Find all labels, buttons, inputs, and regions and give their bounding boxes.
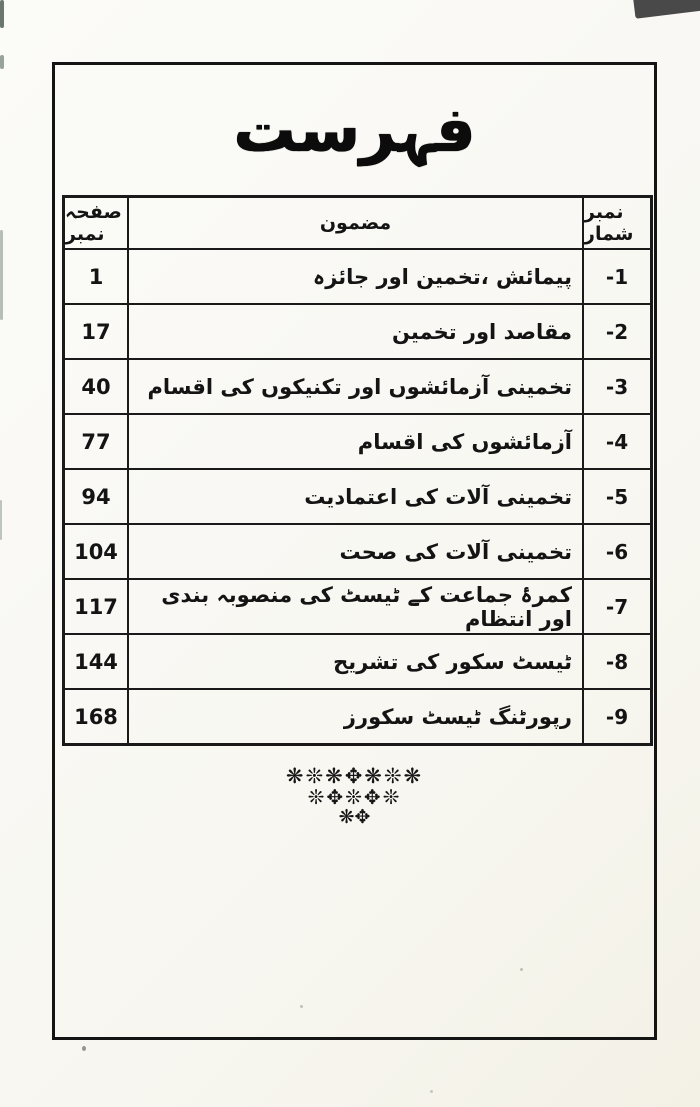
page-title: فہرست [233, 93, 476, 166]
floral-ornament: ❋❊❋✥❋❊❋ ❊✥❊✥❊ ❋✥ [55, 765, 654, 828]
subject-cell: تخمینی آزمائشوں اور تکنیکوں کی اقسام [129, 360, 584, 413]
subject-cell: مقاصد اور تخمین [129, 305, 584, 358]
page-number-cell: 1 [65, 250, 129, 303]
subject-cell: تخمینی آلات کی صحت [129, 525, 584, 578]
page-number-cell: 104 [65, 525, 129, 578]
subject-cell: پیمائش ،تخمین اور جائزہ [129, 250, 584, 303]
table-row: 40 تخمینی آزمائشوں اور تکنیکوں کی اقسام … [65, 358, 650, 413]
scan-speck [520, 968, 523, 971]
scan-spine-mark [0, 500, 2, 540]
serial-cell: -6 [605, 539, 629, 564]
serial-cell: -7 [605, 594, 629, 619]
serial-cell: -5 [605, 484, 629, 509]
serial-cell: -8 [605, 649, 629, 674]
scan-speck [300, 1005, 303, 1008]
table-row: 144 ٹیسٹ سکور کی تشریح -8 [65, 633, 650, 688]
serial-cell: -4 [605, 429, 629, 454]
header-subject: مضمون [129, 198, 584, 248]
header-page-number: صفحہ نمبر [65, 198, 129, 248]
scan-corner-smudge [632, 0, 700, 19]
page-number-cell: 94 [65, 470, 129, 523]
ornament-row: ❋✥ [338, 806, 371, 829]
subject-cell: آزمائشوں کی اقسام [129, 415, 584, 468]
table-row: 1 پیمائش ،تخمین اور جائزہ -1 [65, 248, 650, 303]
serial-cell: -1 [605, 264, 629, 289]
table-row: 77 آزمائشوں کی اقسام -4 [65, 413, 650, 468]
subject-cell: رپورٹنگ ٹیسٹ سکورز [129, 690, 584, 743]
serial-cell: -3 [605, 374, 629, 399]
serial-cell: -2 [605, 319, 629, 344]
table-row: 94 تخمینی آلات کی اعتمادیت -5 [65, 468, 650, 523]
page-number-cell: 117 [65, 580, 129, 633]
scan-spine-mark [0, 0, 4, 28]
header-serial: نمبر شمار [584, 201, 634, 245]
serial-cell: -9 [605, 704, 629, 729]
page-number-cell: 17 [65, 305, 129, 358]
page-number-cell: 144 [65, 635, 129, 688]
ornament-row: ❋❊❋✥❋❊❋ [285, 764, 424, 788]
table-row: 168 رپورٹنگ ٹیسٹ سکورز -9 [65, 688, 650, 743]
page-number-cell: 40 [65, 360, 129, 413]
scan-spine-mark [0, 230, 3, 320]
ornament-row: ❊✥❊✥❊ [307, 785, 402, 810]
scan-speck [430, 1090, 433, 1093]
table-of-contents: صفحہ نمبر مضمون نمبر شمار 1 پیمائش ،تخمی… [62, 195, 653, 746]
table-row: 117 کمرۂ جماعت کے ٹیسٹ کی منصوبہ بندی او… [65, 578, 650, 633]
subject-cell: تخمینی آلات کی اعتمادیت [129, 470, 584, 523]
page-number-cell: 77 [65, 415, 129, 468]
scan-spine-mark [0, 55, 4, 69]
table-header-row: صفحہ نمبر مضمون نمبر شمار [65, 198, 650, 248]
table-row: 104 تخمینی آلات کی صحت -6 [65, 523, 650, 578]
page-number-cell: 168 [65, 690, 129, 743]
table-row: 17 مقاصد اور تخمین -2 [65, 303, 650, 358]
subject-cell: کمرۂ جماعت کے ٹیسٹ کی منصوبہ بندی اور ان… [129, 580, 584, 633]
subject-cell: ٹیسٹ سکور کی تشریح [129, 635, 584, 688]
page-border-frame: فہرست صفحہ نمبر مضمون نمبر شمار 1 پیمائش… [52, 62, 657, 1040]
scan-speck [82, 1046, 86, 1051]
